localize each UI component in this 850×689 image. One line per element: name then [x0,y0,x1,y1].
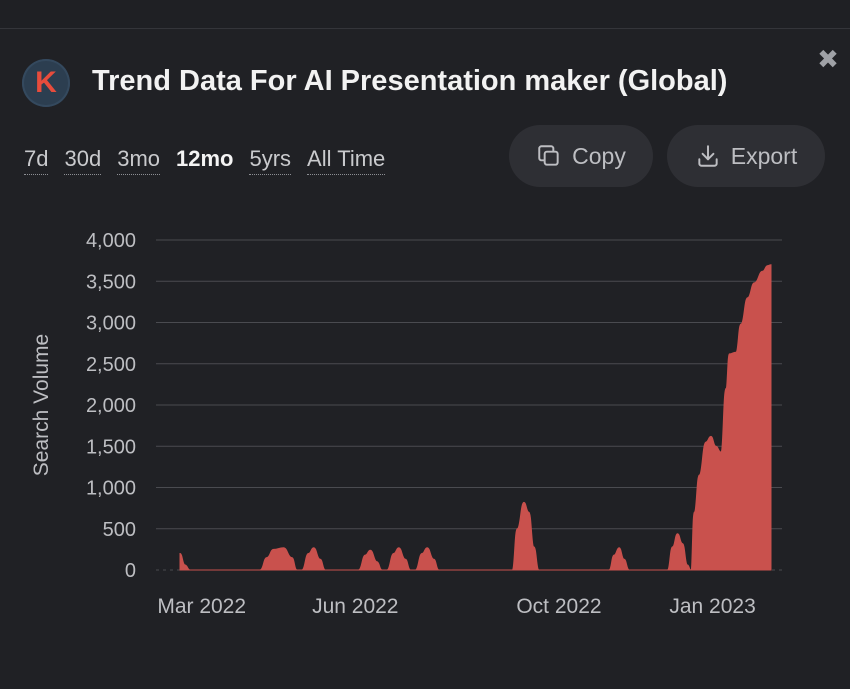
range-3mo[interactable]: 3mo [117,146,160,175]
y-tick-label: 2,000 [86,395,136,417]
export-button-label: Export [730,142,798,169]
y-tick-label: 1,500 [86,436,136,458]
range-5yrs[interactable]: 5yrs [249,146,292,175]
x-axis: Mar 2022 Jun 2022 Oct 2022 Jan 2023 [157,595,755,618]
range-12mo[interactable]: 12mo [176,146,234,171]
range-30d[interactable]: 30d [64,146,102,175]
copy-icon [538,145,559,166]
y-tick-label: 2,500 [86,354,136,376]
y-axis-label: Search Volume [30,334,53,476]
trend-panel: ✖ K Trend Data For AI Presentation maker… [0,28,850,689]
y-tick-label: 4,000 [86,230,136,252]
download-icon [698,145,718,167]
y-tick-label: 500 [103,519,136,541]
logo: K [22,59,70,107]
export-button[interactable]: Export [667,125,825,187]
area-series-path [179,264,772,571]
range-selector: 7d 30d 3mo 12mo 5yrs All Time [24,142,401,178]
range-7d[interactable]: 7d [24,146,49,175]
y-tick-label: 3,000 [86,313,136,335]
logo-letter: K [35,66,57,99]
x-tick-label: Jun 2022 [312,595,398,618]
copy-button[interactable]: Copy [509,125,653,187]
page-title: Trend Data For AI Presentation maker (Gl… [92,65,728,97]
copy-button-label: Copy [572,142,626,169]
grid-lines [156,239,782,571]
x-tick-label: Jan 2023 [669,595,755,618]
y-axis: 0 500 1,000 1,500 2,000 2,500 3,000 3,500 4,000 [86,230,136,582]
x-tick-label: Mar 2022 [157,595,246,618]
area-series [179,264,772,571]
range-all-time[interactable]: All Time [307,146,386,175]
y-tick-label: 0 [125,560,136,582]
y-tick-label: 3,500 [86,271,136,293]
x-tick-label: Oct 2022 [516,595,601,618]
y-tick-label: 1,000 [86,478,136,500]
close-icon[interactable]: ✖ [817,44,839,74]
